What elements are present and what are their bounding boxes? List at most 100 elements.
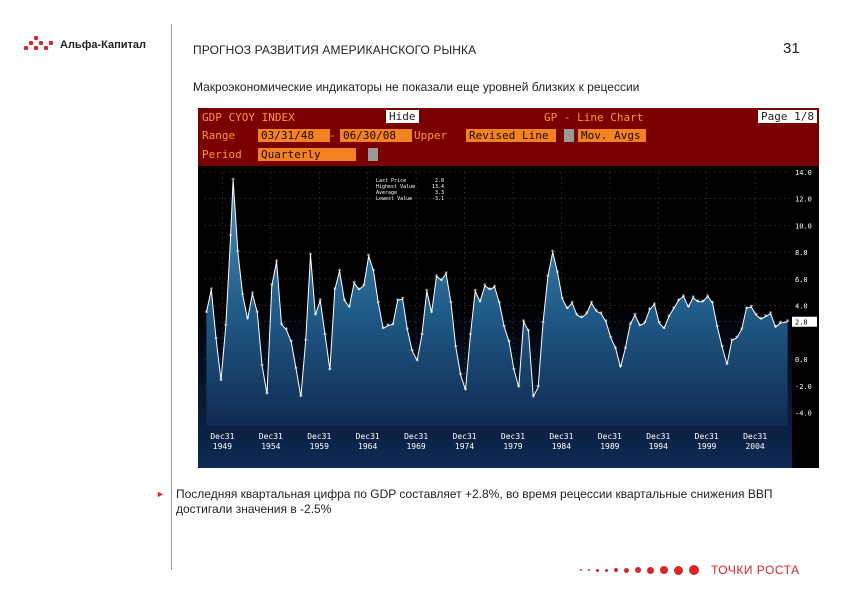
gdp-line-chart: ************************************** * *… [198,166,817,468]
legend-value: 13.4 [432,184,444,190]
data-point: * [662,325,666,333]
period-field[interactable]: Quarterly [258,148,356,161]
data-point: * [507,338,511,346]
divider-line [171,24,172,570]
data-point: * [696,298,700,306]
data-point: * [749,304,753,312]
logo-dots-icon [24,36,54,54]
data-point: * [584,310,588,318]
data-point: * [570,300,574,308]
y-tick-label: -4.0 [795,410,812,418]
y-tick-label: 12.0 [795,196,812,204]
data-point: * [739,326,743,334]
revised-line-field[interactable]: Revised Line [466,129,556,142]
data-point: * [715,324,719,332]
footer: ТОЧКИ РОСТА [580,563,800,577]
data-point: * [270,282,274,290]
x-tick-year: 1959 [310,442,329,451]
data-point: * [328,366,332,374]
data-point: * [425,287,429,295]
y-tick-label: 4.0 [795,303,808,311]
data-point: * [209,286,213,294]
x-tick-year: 1979 [503,442,522,451]
data-point: * [599,310,603,318]
data-point: * [488,286,492,294]
x-tick-label: Dec31 [501,432,525,441]
data-point: * [497,300,501,308]
data-point: * [778,320,782,328]
data-point: * [546,273,550,281]
x-tick-label: Dec31 [356,432,380,441]
data-point: * [720,344,724,352]
data-point: * [236,249,240,257]
data-point: * [575,312,579,320]
data-point: * [381,325,385,333]
legend-value: 3.3 [435,190,444,196]
x-tick-label: Dec31 [210,432,234,441]
slide-subtitle: Макроэкономические индикаторы не показал… [193,80,640,94]
data-point: * [214,336,218,344]
data-point: * [468,332,472,340]
legend-label: Lowest Value [376,196,412,202]
x-tick-year: 2004 [745,442,764,451]
data-point: * [219,377,223,385]
x-tick-label: Dec31 [695,432,719,441]
data-point: * [299,393,303,401]
y-tick-label: 2.8 [795,319,808,327]
mov-avgs-field[interactable]: Mov. Avgs [578,129,646,142]
range-label: Range [202,129,236,142]
terminal-panel: GDP CYOY INDEX Hide GP - Line Chart Page… [198,108,819,468]
x-tick-year: 1984 [552,442,571,451]
data-point: * [405,326,409,334]
data-point: * [517,384,521,392]
data-point: * [773,324,777,332]
data-point: * [652,301,656,309]
data-point: * [672,305,676,313]
data-point: * [725,361,729,369]
data-point: * [638,322,642,330]
legend-value: -3.1 [432,196,444,202]
company-logo: Альфа-Капитал [24,36,146,54]
x-tick-label: Dec31 [404,432,428,441]
data-point: * [250,290,254,298]
data-point: * [618,364,622,372]
data-point: * [754,312,758,320]
upper-label: Upper [414,129,448,142]
hide-button[interactable]: Hide [386,110,419,123]
terminal-header: GDP CYOY INDEX Hide GP - Line Chart Page… [198,108,819,166]
range-from-field[interactable]: 03/31/48 [258,129,330,142]
data-point: * [294,365,298,373]
data-point: * [609,334,613,342]
data-point: * [580,314,584,322]
data-point: * [224,322,228,330]
range-to-field[interactable]: 06/30/08 [340,129,412,142]
period-dropdown-button[interactable] [368,148,378,161]
gdp-area [206,180,788,426]
data-point: * [362,282,366,290]
data-point: * [284,326,288,334]
data-point: * [420,332,424,340]
data-point: * [318,297,322,305]
period-label: Period [202,148,242,161]
data-point: * [396,297,400,305]
y-tick-label: 0.0 [795,356,808,364]
page-indicator[interactable]: Page 1/8 [758,110,817,123]
data-point: * [483,282,487,290]
data-point: * [701,298,705,306]
data-point: * [337,267,341,275]
data-point: * [333,286,337,294]
data-point: * [279,321,283,329]
data-point: * [614,345,618,353]
data-point: * [376,300,380,308]
data-point: * [415,357,419,365]
data-point: * [304,337,308,345]
data-point: * [231,177,235,185]
x-tick-label: Dec31 [743,432,767,441]
data-point: * [744,305,748,313]
revised-line-toggle[interactable] [564,129,574,142]
data-point: * [289,338,293,346]
data-point: * [367,253,371,261]
bullet-arrow-icon: ► [156,489,165,499]
x-tick-year: 1949 [213,442,232,451]
data-point: * [444,270,448,278]
